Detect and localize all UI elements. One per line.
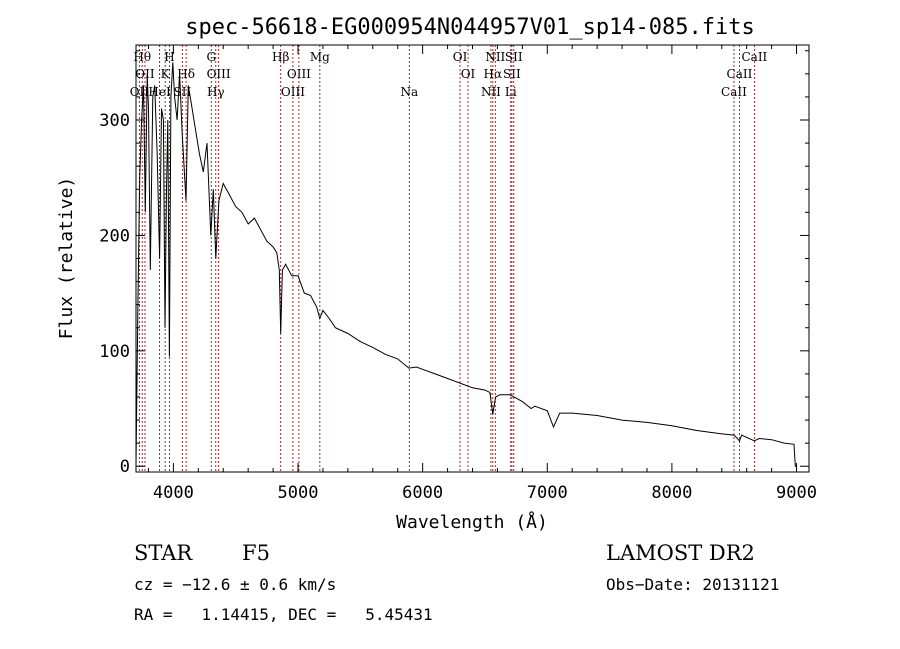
y-axis-label: Flux (relative) <box>56 177 77 340</box>
line-id-label: HeI <box>148 85 171 99</box>
axis-ticks: 4000 5000 6000 7000 8000 9000 0 100 200 300 <box>99 45 817 503</box>
survey-name: LAMOST DR2 <box>606 541 755 565</box>
line-id-label: Li <box>505 85 517 99</box>
line-id-label: Hθ <box>133 50 151 64</box>
y-tick-label: 300 <box>99 111 130 131</box>
line-id-label: Hγ <box>207 85 225 99</box>
line-id-label: OIII <box>287 67 311 81</box>
ra-dec: RA = 1.14415, DEC = 5.45431 <box>134 605 433 624</box>
plot-frame <box>135 44 810 473</box>
chart-title: spec-56618-EG000954N044957V01_sp14-085.f… <box>185 15 755 40</box>
line-id-label: Hδ <box>177 67 195 81</box>
x-tick-label: 6000 <box>402 483 443 503</box>
line-id-label: OIII <box>281 85 305 99</box>
object-subclass: F5 <box>242 541 270 565</box>
x-tick-label: 9000 <box>776 483 817 503</box>
line-id-label: Mg <box>310 50 330 64</box>
line-id-label: CaII <box>727 67 753 81</box>
line-id-label: SII <box>505 50 523 64</box>
line-id-label: OII <box>135 67 155 81</box>
line-id-label: CaII <box>741 50 767 64</box>
line-id-label: OI <box>461 67 476 81</box>
redshift-cz: cz = −12.6 ± 0.6 km/s <box>134 575 336 594</box>
line-id-label: SII <box>503 67 521 81</box>
line-id-label: Hα <box>484 67 503 81</box>
x-tick-label: 4000 <box>153 483 194 503</box>
line-id-layer: OIIHθOIIHeIKHSIIHδGHγOIIIHβOIIIOIIIMgNaO… <box>130 45 768 472</box>
obs-date: Obs−Date: 20131121 <box>606 575 779 594</box>
x-axis-label: Wavelength (Å) <box>396 511 548 533</box>
x-tick-label: 7000 <box>527 483 568 503</box>
line-id-label: K <box>161 67 171 81</box>
x-tick-label: 8000 <box>651 483 692 503</box>
object-class: STAR <box>134 541 193 565</box>
y-tick-label: 200 <box>99 226 130 246</box>
line-id-label: NII <box>485 50 505 64</box>
line-id-label: OII <box>130 85 150 99</box>
line-id-label: CaII <box>721 85 747 99</box>
y-tick-label: 0 <box>120 457 130 477</box>
line-id-label: OI <box>453 50 468 64</box>
y-tick-label: 100 <box>99 342 130 362</box>
x-tick-label: 5000 <box>278 483 319 503</box>
line-id-label: NII <box>481 85 501 99</box>
spectrum-series-line <box>135 62 797 467</box>
line-id-label: H <box>164 50 174 64</box>
line-id-label: Na <box>400 85 418 99</box>
line-id-label: OIII <box>207 67 231 81</box>
line-id-label: G <box>206 50 216 64</box>
line-id-label: Hβ <box>272 50 289 64</box>
